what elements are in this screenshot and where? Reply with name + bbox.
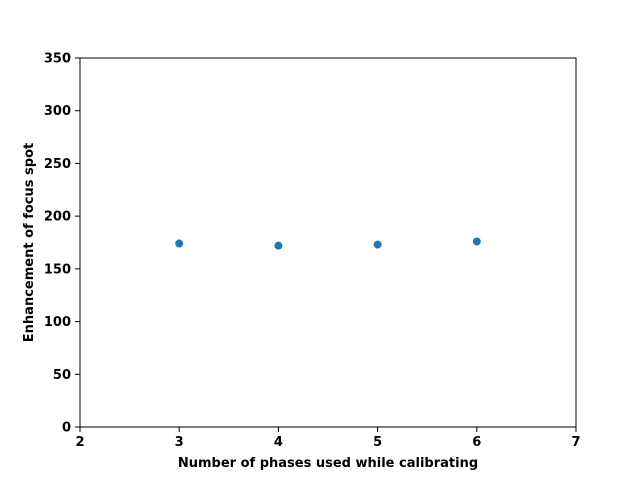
y-axis: 0 50 100 150 200 250 300 350 <box>44 52 80 436</box>
y-tick-label: 100 <box>44 315 71 330</box>
data-point <box>472 237 481 246</box>
x-tick-label: 5 <box>373 435 382 450</box>
data-point <box>175 239 184 248</box>
x-axis-label: Number of phases used while calibrating <box>178 456 478 471</box>
data-points <box>175 237 481 250</box>
y-axis-label: Enhancement of focus spot <box>22 143 37 342</box>
y-tick-label: 300 <box>44 104 71 119</box>
y-tick-label: 150 <box>44 262 71 277</box>
y-tick-label: 200 <box>44 210 71 225</box>
data-point <box>373 240 382 249</box>
x-tick-label: 6 <box>472 435 481 450</box>
x-tick-label: 7 <box>571 435 580 450</box>
y-tick-label: 350 <box>44 52 71 67</box>
y-tick-label: 0 <box>62 421 71 436</box>
data-point <box>274 241 283 250</box>
x-tick-label: 2 <box>75 435 84 450</box>
x-tick-label: 3 <box>175 435 184 450</box>
y-tick-label: 250 <box>44 157 71 172</box>
x-tick-label: 4 <box>274 435 283 450</box>
plot-frame <box>79 57 577 428</box>
x-axis: 2 3 4 5 6 7 <box>75 427 581 450</box>
y-tick-label: 50 <box>53 368 71 383</box>
